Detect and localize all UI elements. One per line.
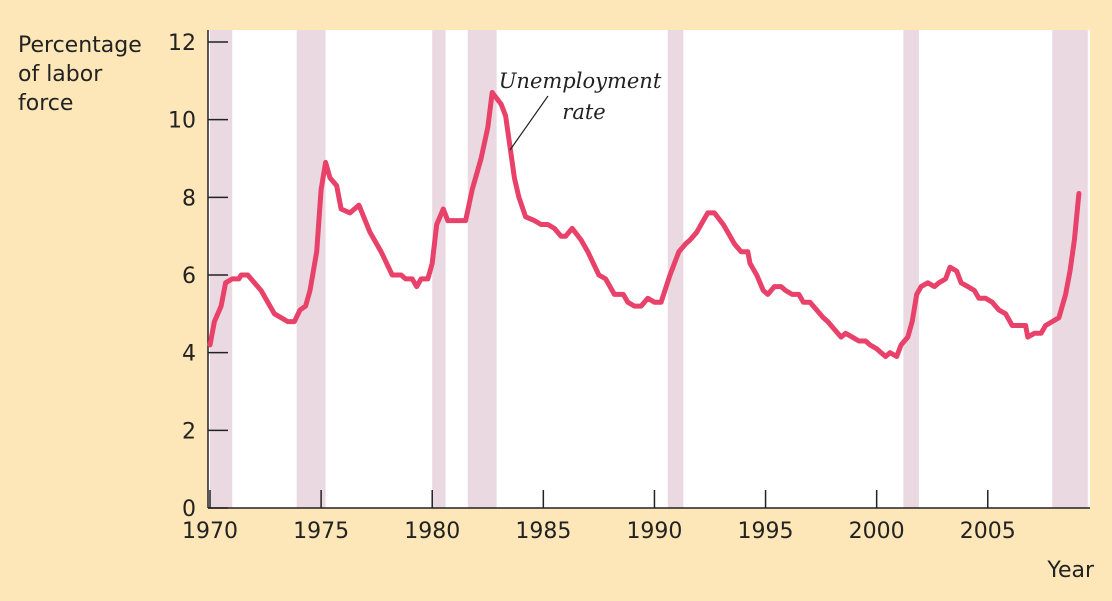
y-tick-label: 8 [182, 186, 196, 211]
recession-band [432, 30, 446, 508]
recession-band [903, 30, 919, 508]
y-tick-label: 12 [168, 31, 196, 56]
plot-area [208, 30, 1090, 508]
y-tick-label: 10 [168, 109, 196, 134]
recession-shades [210, 30, 1088, 508]
x-tick-label: 1975 [293, 519, 349, 544]
annotation: Unemployment [499, 69, 662, 93]
x-tick-label: 1985 [515, 519, 571, 544]
y-tick-label: 6 [182, 264, 196, 289]
x-tick-label: 2005 [960, 519, 1016, 544]
unemployment-line [207, 90, 1082, 359]
x-tick-label: 1990 [626, 519, 682, 544]
y-axis-label: of labor [18, 62, 103, 87]
y-tick-label: 4 [182, 342, 196, 367]
recession-band [296, 30, 326, 508]
y-axis-label: force [18, 91, 73, 116]
x-axis-label: Year [1046, 558, 1095, 583]
y-tick-label: 0 [182, 497, 196, 522]
axes: 0 2 4 6 8 10 12 1970 1975 1980 1985 1990 1995 2000 200… [168, 30, 1090, 544]
y-axis-label: Percentage [18, 33, 142, 58]
x-tick-label: 1980 [404, 519, 460, 544]
annotation-leader [509, 95, 549, 151]
x-tick-label: 1970 [182, 519, 238, 544]
x-tick-label: 2000 [849, 519, 905, 544]
x-tick-label: 1995 [738, 519, 794, 544]
recession-band [210, 30, 233, 508]
y-tick-label: 2 [182, 419, 196, 444]
annotation: rate [562, 100, 605, 124]
marks [207, 90, 1082, 359]
recession-band [667, 30, 684, 508]
